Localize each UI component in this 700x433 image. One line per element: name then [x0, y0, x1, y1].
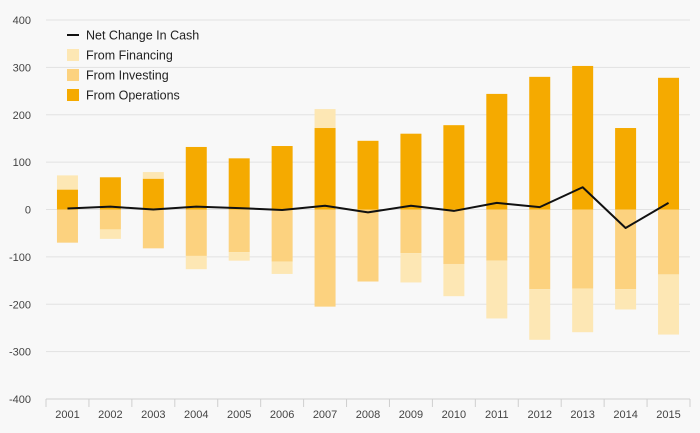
y-tick-label: 300	[13, 62, 31, 74]
legend-label: Net Change In Cash	[86, 29, 199, 43]
legend: Net Change In Cash From Financing From Inv…	[67, 29, 199, 103]
bar-investing	[443, 209, 465, 264]
bar-operations	[357, 140, 379, 210]
bar-investing	[400, 209, 422, 254]
bar-operations	[185, 146, 207, 210]
bar-operations	[271, 146, 293, 210]
bar-operations	[658, 77, 680, 210]
legend-label: From Operations	[86, 89, 180, 103]
bar-investing	[658, 209, 680, 275]
y-tick-label: -100	[9, 252, 31, 264]
bar-operations	[486, 93, 508, 210]
bar-operations	[314, 128, 336, 210]
x-tick-label: 2010	[442, 409, 466, 421]
bar-financing	[185, 255, 207, 270]
legend-label: From Investing	[86, 69, 169, 83]
bar-operations	[228, 158, 250, 210]
y-tick-label: -200	[9, 299, 31, 311]
bar-operations	[400, 133, 422, 210]
x-tick-label: 2005	[227, 409, 251, 421]
bars	[56, 65, 680, 340]
x-tick-label: 2009	[399, 409, 423, 421]
bar-financing	[443, 263, 465, 297]
bar-operations	[56, 189, 78, 210]
bar-financing	[486, 260, 508, 319]
bar-investing	[271, 209, 293, 262]
bar-operations	[615, 128, 637, 210]
legend-swatch-investing	[67, 69, 79, 81]
bar-financing	[99, 229, 121, 239]
y-tick-label: 100	[13, 157, 31, 169]
bar-investing	[56, 209, 78, 243]
legend-swatch-operations	[67, 89, 79, 101]
x-axis: 2001 2002 2003 2004 2005 2006 2007 2008 2009 2010…	[45, 398, 691, 421]
x-tick-label: 2004	[184, 409, 208, 421]
net-change-line	[67, 186, 670, 229]
bar-financing	[142, 172, 164, 179]
y-tick-label: 0	[25, 205, 31, 217]
bar-financing	[314, 109, 336, 129]
bar-investing	[228, 209, 250, 253]
legend-label: From Financing	[86, 49, 173, 63]
x-tick-label: 2003	[141, 409, 165, 421]
y-tick-label: -400	[9, 394, 31, 406]
bar-operations	[142, 178, 164, 210]
bar-operations	[529, 76, 551, 210]
bar-investing	[357, 209, 379, 282]
x-tick-label: 2001	[55, 409, 79, 421]
y-tick-label: -300	[9, 347, 31, 359]
x-tick-label: 2006	[270, 409, 294, 421]
bar-financing	[271, 261, 293, 274]
x-tick-label: 2014	[613, 409, 637, 421]
bar-investing	[486, 209, 508, 261]
bar-financing	[572, 288, 594, 333]
bar-investing	[142, 209, 164, 249]
bar-investing	[314, 209, 336, 307]
x-tick-label: 2011	[485, 409, 509, 421]
bar-operations	[99, 177, 121, 210]
bar-operations	[443, 125, 465, 210]
bar-financing	[400, 253, 422, 283]
x-tick-label: 2013	[570, 409, 594, 421]
bar-financing	[658, 274, 680, 335]
y-tick-label: 200	[13, 110, 31, 122]
legend-swatch-financing	[67, 49, 79, 61]
bar-financing	[529, 289, 551, 340]
bar-investing	[529, 209, 551, 290]
x-tick-label: 2008	[356, 409, 380, 421]
bar-investing	[615, 209, 637, 290]
x-tick-label: 2002	[98, 409, 122, 421]
bar-financing	[56, 175, 78, 190]
bar-operations	[572, 65, 594, 210]
bar-financing	[228, 252, 250, 261]
bar-investing	[572, 209, 594, 289]
x-tick-label: 2015	[656, 409, 680, 421]
bar-financing	[615, 289, 637, 310]
y-axis: 400 300 200 100 0 -100 -200 -300 -400	[9, 15, 31, 406]
x-tick-label: 2007	[313, 409, 337, 421]
net-change-line-group	[67, 186, 670, 229]
y-tick-label: 400	[13, 15, 31, 27]
x-tick-label: 2012	[527, 409, 551, 421]
bar-investing	[99, 209, 121, 230]
bar-investing	[185, 209, 207, 256]
